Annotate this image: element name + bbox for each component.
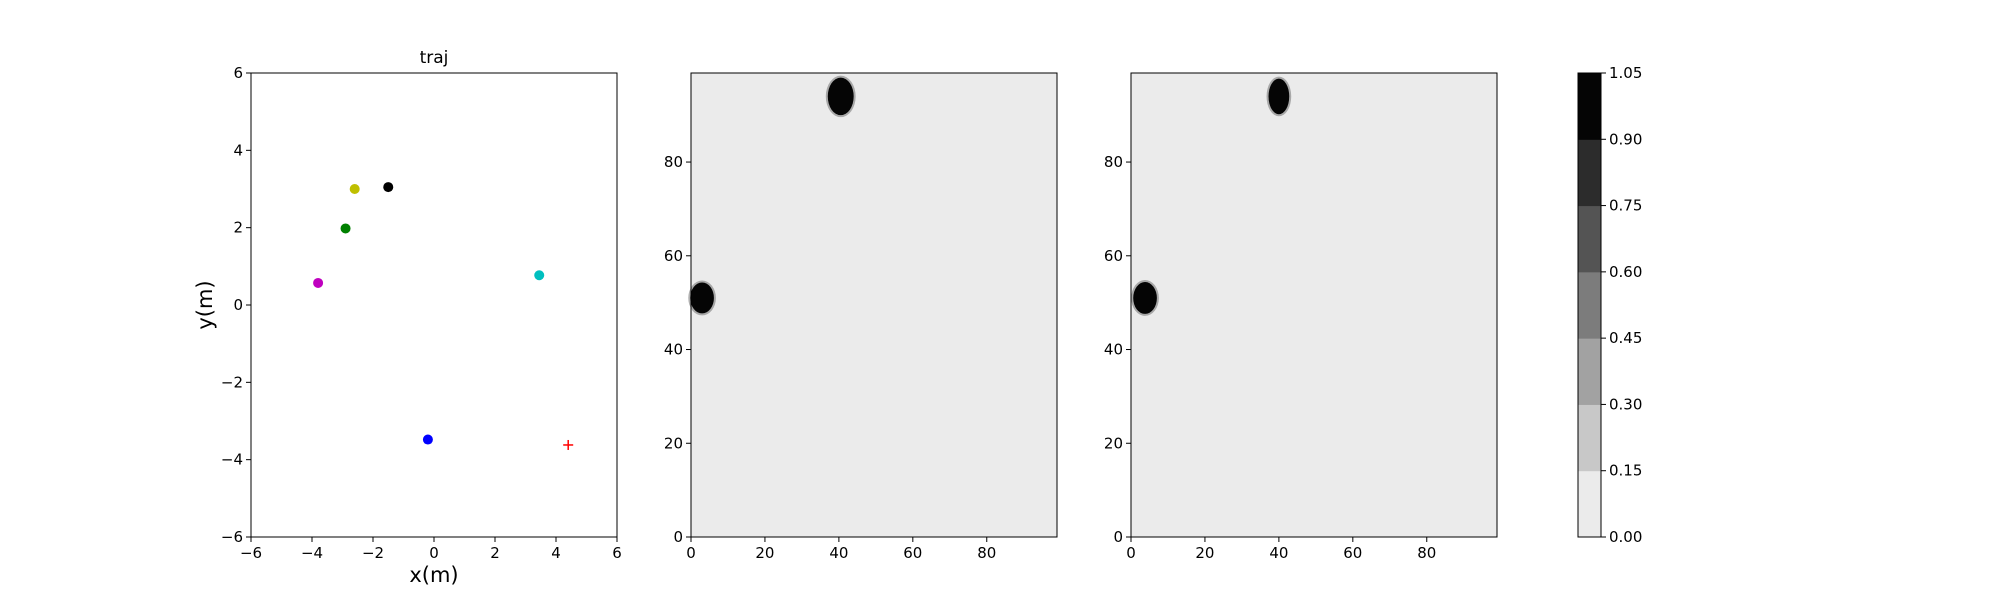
colorbar-tick-label: 0.00 [1609,528,1642,546]
axis-ticks: 0 20 40 60 80 0 20 40 60 80 [1104,153,1436,562]
heatmap-frame [1130,72,1498,538]
colorbar-band [1578,404,1601,472]
y-tick-label: −2 [221,373,243,391]
y-tick-label: 80 [664,153,683,171]
y-tick-label: 20 [1104,434,1123,452]
colorbar-tick-label: 0.90 [1609,130,1642,148]
y-axis-label: y(m) [193,280,217,329]
x-tick-label: 0 [429,544,439,562]
colorbar-tick-label: 0.75 [1609,197,1642,215]
colorbar-band [1578,73,1601,140]
heatmap-blob [690,282,714,314]
y-tick-label: 0 [233,296,243,314]
panel-title: traj [420,48,449,68]
y-tick-label: 60 [1104,247,1123,265]
x-tick-label: 0 [1126,544,1136,562]
x-tick-label: 80 [977,544,996,562]
x-tick-label: 40 [1269,544,1288,562]
y-tick-label: 60 [664,247,683,265]
heatmap-blobs [1131,76,1292,316]
x-tick-label: 60 [1343,544,1362,562]
colorbar-tick-label: 0.30 [1609,395,1642,413]
y-tick-label: 4 [233,141,243,159]
heatmap-blob [827,77,854,116]
y-tick-label: 0 [1113,528,1123,546]
scatter-point [422,434,433,445]
scatter-point [534,270,545,281]
colorbar-band [1578,271,1601,339]
scatter-point [340,223,351,234]
x-tick-label: 6 [612,544,622,562]
scatter-point-plus [563,439,574,450]
colorbar-band [1578,139,1601,207]
x-tick-label: −4 [301,544,323,562]
heatmap-blob [1133,282,1157,314]
x-tick-label: 60 [903,544,922,562]
colorbar: 0.00 0.15 0.30 0.45 0.60 0.75 0.90 1.05 [1577,64,1642,546]
y-tick-label: 2 [233,219,243,237]
x-tick-label: 40 [829,544,848,562]
x-tick-label: −2 [362,544,384,562]
y-tick-label: 6 [233,64,243,82]
axis-ticks: −6 −4 −2 0 2 4 6 −6 −4 −2 0 2 4 6 [221,64,622,562]
colorbar-band [1578,470,1601,538]
x-tick-label: −6 [240,544,262,562]
heatmap-panel-2: 0 20 40 60 80 0 20 40 60 80 [1104,72,1498,562]
x-tick-label: 4 [551,544,561,562]
colorbar-tick-label: 0.60 [1609,263,1642,281]
colorbar-band [1578,338,1601,405]
trajectory-panel: traj −6 −4 −2 0 2 4 6 −6 −4 −2 0 2 4 6 x(m) y(m) [193,48,622,587]
y-tick-label: 20 [664,434,683,452]
x-axis-label: x(m) [409,563,458,587]
heatmap-blobs [688,75,856,316]
colorbar-tick-label: 0.45 [1609,329,1642,347]
heatmap-blob [1268,78,1290,115]
colorbar-tick-label: 1.05 [1609,64,1642,82]
x-tick-label: 2 [490,544,500,562]
y-tick-label: 0 [673,528,683,546]
colorbar-bands [1578,73,1601,538]
scatter-point [313,277,324,288]
scatter-point [383,182,394,193]
x-tick-label: 20 [1195,544,1214,562]
scatter-points [313,182,574,450]
plot-area [250,72,618,538]
y-tick-label: −4 [221,451,243,469]
heatmap-background [690,72,1058,538]
axis-ticks: 0 20 40 60 80 0 20 40 60 80 [664,153,996,562]
scatter-point [349,184,360,194]
heatmap-background [1130,72,1498,538]
heatmap-frame [690,72,1058,538]
colorbar-ticks: 0.00 0.15 0.30 0.45 0.60 0.75 0.90 1.05 [1601,64,1642,546]
y-tick-label: 40 [664,341,683,359]
colorbar-frame [1577,72,1602,538]
heatmap-panel-1: 0 20 40 60 80 0 20 40 60 80 [664,72,1058,562]
x-tick-label: 80 [1417,544,1436,562]
y-tick-label: 80 [1104,153,1123,171]
x-tick-label: 20 [755,544,774,562]
y-tick-label: 40 [1104,341,1123,359]
colorbar-tick-label: 0.15 [1609,462,1642,480]
y-tick-label: −6 [221,528,243,546]
colorbar-band [1578,205,1601,273]
x-tick-label: 0 [686,544,696,562]
